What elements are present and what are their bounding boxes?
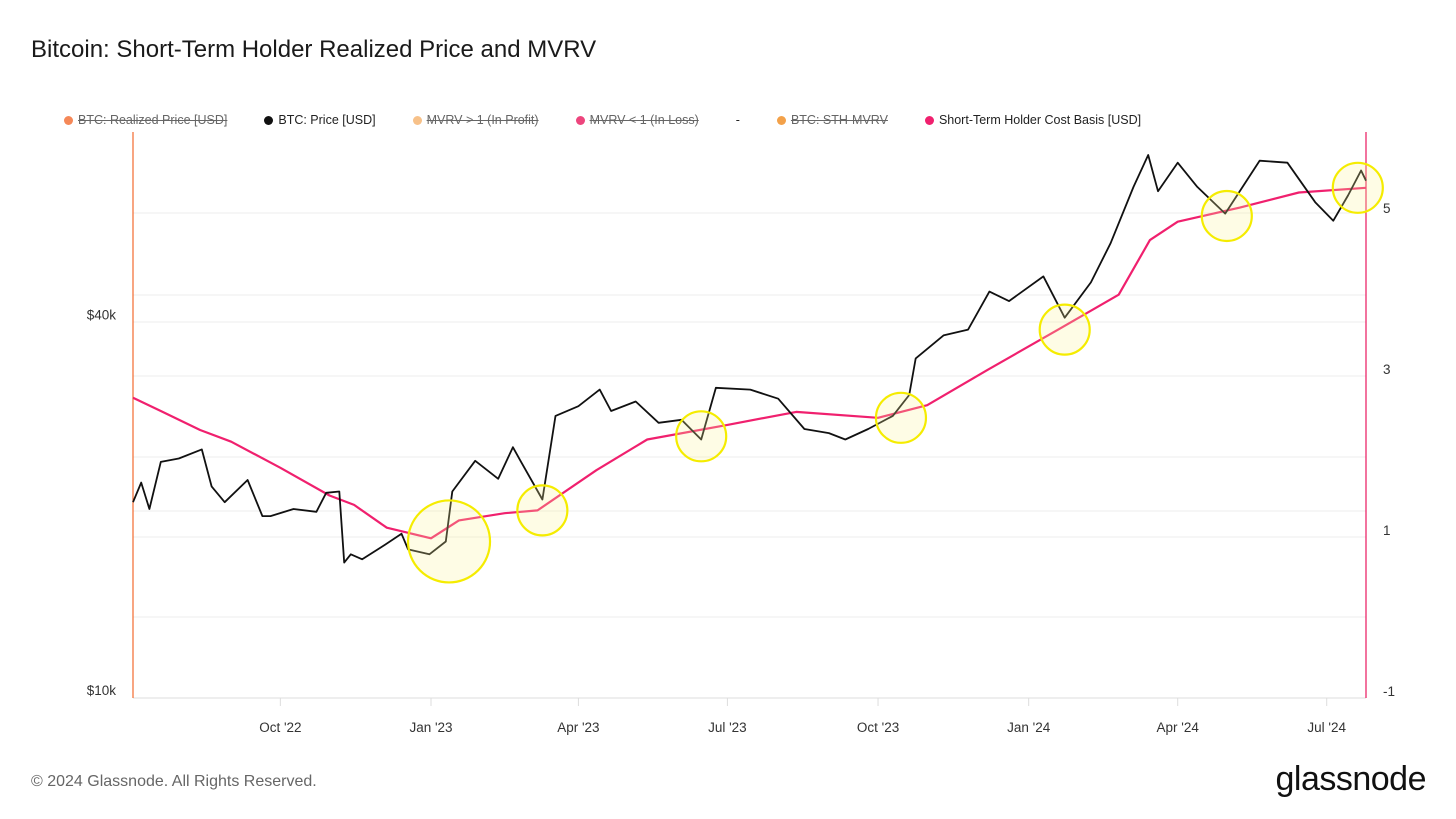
- x-tick-label: Jan '23: [409, 720, 452, 735]
- highlight-circle: [675, 410, 728, 463]
- highlight-circle: [874, 391, 928, 444]
- y-right-tick-label: 5: [1383, 201, 1391, 216]
- legend-label: BTC: Price [USD]: [278, 113, 376, 127]
- sth-cost-basis-line: [132, 186, 1367, 540]
- copyright: © 2024 Glassnode. All Rights Reserved.: [31, 773, 317, 790]
- legend-label: -: [735, 113, 740, 127]
- x-tick-label: Jan '24: [1007, 720, 1051, 735]
- y-right-tick-label: 3: [1383, 362, 1391, 377]
- highlight-circle: [1038, 303, 1091, 356]
- legend-dot-icon: [924, 115, 934, 125]
- highlight-circle: [1331, 161, 1384, 214]
- x-tick-label: Oct '22: [259, 720, 301, 735]
- chart-title: Bitcoin: Short-Term Holder Realized Pric…: [31, 36, 597, 63]
- highlight-circle: [406, 499, 492, 584]
- legend-item[interactable]: BTC: STH-MVRV: [776, 113, 888, 127]
- y-left-tick-label: $10k: [87, 683, 117, 698]
- legend-item[interactable]: MVRV > 1 (In Profit): [412, 113, 539, 127]
- x-tick-label: Apr '24: [1157, 720, 1200, 735]
- legend-dot-icon: [412, 115, 422, 125]
- legend-item[interactable]: BTC: Realized Price [USD]: [64, 113, 227, 127]
- legend-dot-icon: [776, 115, 786, 125]
- x-tick-label: Jul '24: [1307, 720, 1346, 735]
- legend-label: MVRV < 1 (In Loss): [589, 113, 699, 127]
- series-group: [132, 154, 1367, 564]
- x-tick-label: Oct '23: [857, 720, 899, 735]
- legend-label: MVRV > 1 (In Profit): [426, 113, 539, 127]
- legend-item[interactable]: -: [736, 113, 740, 127]
- highlight-circle: [516, 484, 569, 537]
- legend-item[interactable]: MVRV < 1 (In Loss): [575, 113, 699, 127]
- x-tick-label: Jul '23: [708, 720, 747, 735]
- legend-label: Short-Term Holder Cost Basis [USD]: [938, 113, 1142, 127]
- legend-item[interactable]: Short-Term Holder Cost Basis [USD]: [924, 113, 1142, 127]
- y-left-tick-label: $40k: [87, 307, 117, 322]
- x-tick-label: Apr '23: [557, 720, 599, 735]
- highlight-circle: [1200, 189, 1253, 243]
- y-right-tick-label: 1: [1383, 523, 1391, 538]
- legend-label: BTC: STH-MVRV: [790, 113, 888, 127]
- y-right-tick-label: -1: [1383, 684, 1395, 699]
- btc-price-line: [132, 154, 1367, 564]
- legend-dot-icon: [264, 115, 274, 125]
- legend-dot-icon: [64, 115, 73, 125]
- glassnode-logo: glassnode: [1275, 760, 1426, 798]
- legend: BTC: Realized Price [USD] BTC: Price [USD…: [64, 113, 1178, 127]
- legend-item[interactable]: BTC: Price [USD]: [264, 113, 376, 127]
- legend-label: BTC: Realized Price [USD]: [78, 113, 228, 127]
- legend-dot-icon: [575, 115, 585, 125]
